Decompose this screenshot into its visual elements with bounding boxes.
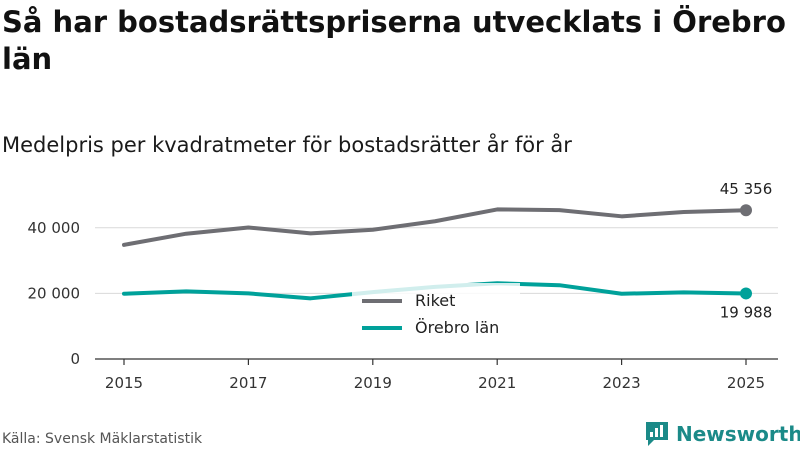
- legend: Riket Örebro län: [352, 283, 520, 345]
- y-tick-label: 0: [70, 350, 80, 368]
- end-value-label: 19 988: [720, 303, 773, 321]
- x-tick-label: 2015: [105, 374, 143, 392]
- legend-label: Riket: [415, 291, 455, 310]
- series-end-marker: [740, 287, 752, 299]
- series-end-marker: [740, 204, 752, 216]
- brand-name: Newsworthy: [676, 422, 800, 446]
- line-chart: 0 20 000 40 000 2015 2017 2019 2021 2023 2025 Ri…: [0, 0, 800, 420]
- x-tick-label: 2025: [727, 374, 765, 392]
- y-tick-label: 40 000: [28, 219, 81, 237]
- x-tick-label: 2023: [603, 374, 641, 392]
- x-tick-label: 2021: [478, 374, 516, 392]
- y-tick-label: 20 000: [28, 284, 81, 302]
- end-value-label: 45 356: [720, 180, 773, 198]
- newsworthy-logo-icon: [644, 420, 670, 448]
- brand-logo[interactable]: Newsworthy: [644, 420, 800, 448]
- x-tick-label: 2017: [229, 374, 267, 392]
- series-line-riket: [124, 209, 746, 244]
- x-tick-label: 2019: [354, 374, 392, 392]
- source-note: Källa: Svensk Mäklarstatistik: [2, 430, 202, 448]
- data-labels: 45 356 19 988: [720, 180, 773, 321]
- legend-label: Örebro län: [415, 318, 499, 337]
